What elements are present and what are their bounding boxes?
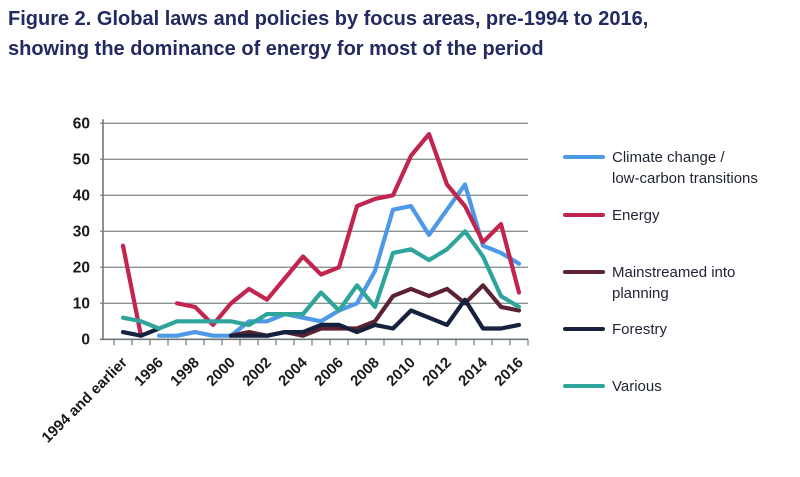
legend-label-climate-line1: Climate change / xyxy=(612,149,725,166)
x-tick-label-2008: 2008 xyxy=(347,354,383,390)
legend-label-climate-line2: low-carbon transitions xyxy=(612,170,758,187)
legend-swatch-climate xyxy=(563,155,605,159)
y-tick-label-50: 50 xyxy=(73,151,90,168)
figure-title-line1: Figure 2. Global laws and policies by fo… xyxy=(8,8,649,30)
legend-label-mainstreamed-line1: Mainstreamed into xyxy=(612,264,736,281)
y-tick-label-10: 10 xyxy=(73,295,90,312)
y-tick-label-60: 60 xyxy=(73,115,90,132)
figure-title-line2: showing the dominance of energy for most… xyxy=(8,38,544,60)
legend-label-mainstreamed-line2: planning xyxy=(612,285,669,302)
x-tick-label-1994-and-earlier: 1994 and earlier xyxy=(39,354,131,446)
legend-swatch-energy xyxy=(563,213,605,217)
legend-label-energy: Energy xyxy=(612,207,660,224)
x-tick-label-1996: 1996 xyxy=(131,354,167,390)
legend-item-forestry: Forestry xyxy=(563,319,667,340)
y-tick-label-0: 0 xyxy=(81,331,90,348)
y-tick-label-20: 20 xyxy=(73,259,90,276)
x-tick-label-2016: 2016 xyxy=(491,354,527,390)
x-tick-label-2006: 2006 xyxy=(311,354,347,390)
legend-item-climate: Climate change / low-carbon transitions xyxy=(563,147,758,189)
series-line-forestry xyxy=(228,297,522,338)
legend-swatch-various xyxy=(563,384,605,388)
legend-item-energy: Energy xyxy=(563,205,660,226)
series-line-various xyxy=(120,229,522,331)
y-tick-label-40: 40 xyxy=(73,187,90,204)
legend-label-various: Various xyxy=(612,378,662,395)
legend-item-various: Various xyxy=(563,376,662,397)
series-line-forestry xyxy=(120,326,162,338)
x-tick-label-2014: 2014 xyxy=(455,354,491,390)
x-tick-label-2002: 2002 xyxy=(239,354,275,390)
legend-swatch-forestry xyxy=(563,327,605,331)
figure-title: Figure 2. Global laws and policies by fo… xyxy=(8,4,788,64)
legend-item-mainstreamed: Mainstreamed into planning xyxy=(563,262,735,304)
legend-label-forestry: Forestry xyxy=(612,321,668,338)
x-tick-label-2004: 2004 xyxy=(275,354,311,390)
x-tick-label-1998: 1998 xyxy=(167,354,203,390)
x-tick-label-2012: 2012 xyxy=(419,354,455,390)
legend-swatch-mainstreamed xyxy=(563,270,605,274)
series-line-energy xyxy=(174,132,522,327)
x-tick-label-2010: 2010 xyxy=(383,354,419,390)
x-tick-label-2000: 2000 xyxy=(203,354,239,390)
y-tick-label-30: 30 xyxy=(73,223,90,240)
